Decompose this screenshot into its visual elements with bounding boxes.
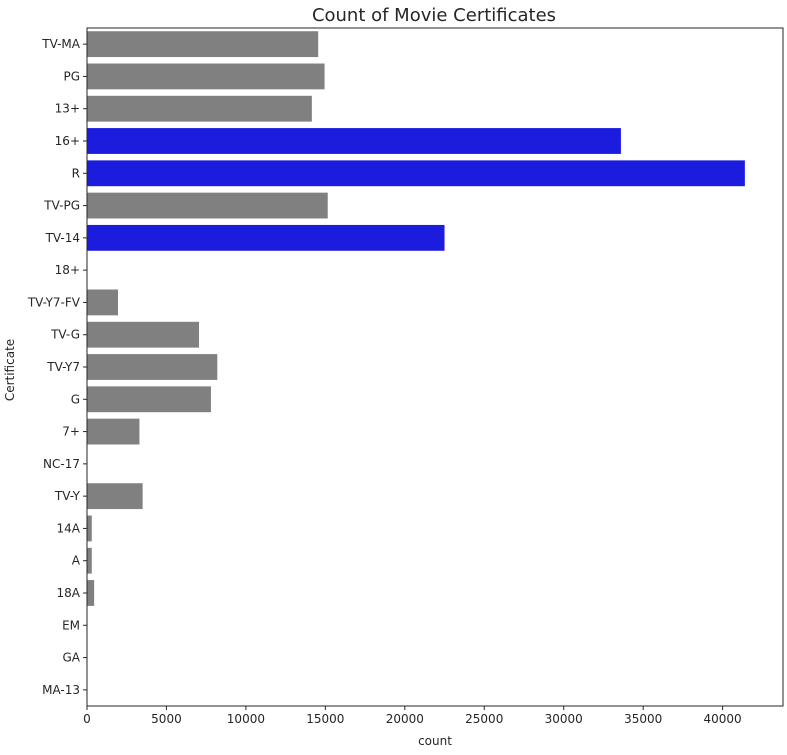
bar-pg [87,63,325,90]
y-tick-label-tv-y: TV-Y [54,489,81,503]
x-tick-label-25000: 25000 [465,712,503,726]
x-tick-label-15000: 15000 [306,712,344,726]
y-tick-label-ga: GA [62,651,80,665]
bar-tv-14 [87,224,445,251]
bar-7 [87,418,140,445]
bar-tv-pg [87,192,328,219]
y-tick-label-13: 13+ [55,102,80,116]
bar-tv-ma [87,31,319,58]
y-tick-label-tv-14: TV-14 [45,231,80,245]
bars-group [87,31,745,606]
y-tick-label-tv-g: TV-G [50,328,80,342]
x-tick-label-20000: 20000 [386,712,424,726]
y-tick-label-ma-13: MA-13 [42,683,80,697]
x-tick-label-35000: 35000 [624,712,662,726]
x-tick-label-40000: 40000 [704,712,742,726]
bar-13 [87,95,312,122]
y-tick-label-tv-y7-fv: TV-Y7-FV [27,295,81,309]
bar-r [87,160,745,187]
y-tick-label-16: 16+ [55,134,80,148]
x-tick-label-10000: 10000 [227,712,265,726]
y-axis-label: Certificate [3,339,17,401]
bar-tv-y7-fv [87,289,118,316]
bar-tv-y7 [87,354,218,380]
y-tick-label-tv-ma: TV-MA [41,37,81,51]
x-tick-label-0: 0 [83,712,91,726]
x-tick-label-5000: 5000 [151,712,182,726]
x-axis-label: count [418,734,452,748]
y-tick-label-18: 18+ [55,263,80,277]
y-tick-label-nc-17: NC-17 [43,457,80,471]
bar-a [87,547,92,574]
bar-tv-g [87,321,200,348]
bar-14a [87,515,92,542]
bar-g [87,386,211,413]
y-tick-label-a: A [72,554,81,568]
x-tick-label-30000: 30000 [545,712,583,726]
bar-tv-y [87,483,143,510]
bar-18a [87,580,95,606]
y-tick-label-pg: PG [63,69,80,83]
y-tick-label-tv-y7: TV-Y7 [46,360,80,374]
y-tick-label-em: EM [62,618,80,632]
y-tick-label-g: G [71,392,80,406]
y-tick-label-14a: 14A [57,521,81,535]
y-tick-label-18a: 18A [57,586,81,600]
y-axis-ticks: TV-MA PG 13+ 16+ R TV-PG TV-14 18+ TV-Y7-FV TV-G T… [27,37,87,697]
chart-title: Count of Movie Certificates [312,5,556,26]
x-axis-ticks: 0 5000 10000 15000 20000 25000 30000 35000 40000 [83,706,742,726]
y-tick-label-7: 7+ [62,425,80,439]
y-tick-label-r: R [72,166,80,180]
bar-16 [87,128,621,154]
y-tick-label-tv-pg: TV-PG [43,199,80,213]
